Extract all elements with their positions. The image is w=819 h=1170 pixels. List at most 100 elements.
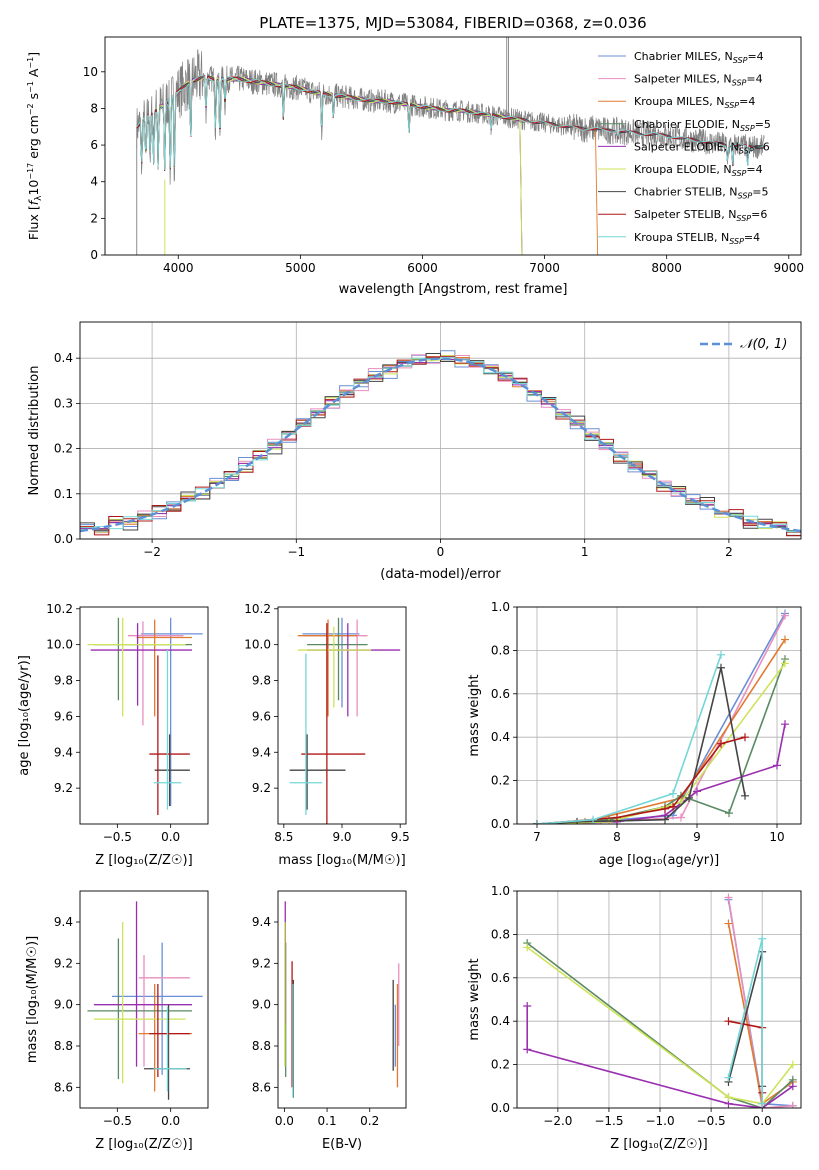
weight-marker-salpeter_elodie (693, 787, 701, 796)
mass-vs-EBV-xlabel: E(B-V) (322, 1137, 362, 1152)
x-tick-label: 0.0 (275, 1114, 294, 1128)
model-line-kroupa_elodie (136, 76, 523, 255)
legend-name: Kroupa ELODIE, N (634, 163, 732, 176)
normal-curve (80, 357, 801, 533)
weight-marker-kroupa_elodie (781, 659, 789, 668)
x-tick-label: 0.2 (360, 1114, 379, 1128)
x-tick-label: 8000 (651, 261, 682, 275)
model-line-chabrier_elodie (136, 76, 523, 255)
y-tick-label: 9.2 (54, 956, 73, 970)
legend-entry: Kroupa ELODIE, NSSP=4 (634, 163, 763, 178)
x-tick-label: −1.5 (594, 1114, 623, 1128)
y-tick-label: 0.4 (491, 1014, 510, 1028)
legend-entry: Chabrier MILES, NSSP=4 (634, 50, 764, 65)
y-tick-label: 2 (90, 211, 98, 225)
legend-sub: SSP (736, 214, 751, 223)
weight-marker-kroupa_miles (781, 635, 789, 644)
age-vs-Z-ylabel: age [log₁₀(age/yr)] (17, 655, 32, 776)
y-tick-label: 0.1 (54, 487, 73, 501)
x-tick-label: −1 (287, 545, 305, 559)
weight-marker-salpeter_stelib (669, 802, 677, 811)
residuals-xlabel: (data-model)/error (380, 567, 501, 582)
x-tick-label: −2 (143, 545, 161, 559)
weight-line-chabrier_miles (727, 899, 793, 1107)
weight-marker-salpeter_miles (788, 1101, 797, 1108)
weight-line-chabrier_stelib (727, 951, 763, 1087)
x-tick-label: −2.0 (543, 1114, 572, 1128)
ylabel-part: 10 (26, 180, 41, 196)
legend-entry: Kroupa STELIB, NSSP=4 (634, 231, 760, 246)
y-tick-label: 0.8 (491, 643, 510, 657)
normal-legend-label: 𝒩(0, 1) (740, 337, 787, 352)
massweight-vs-Z-frame (516, 890, 802, 1109)
weight-marker-salpeter_elodie (523, 1002, 532, 1011)
y-tick-label: 0 (90, 248, 98, 262)
y-tick-label: 0.0 (54, 532, 73, 546)
mass-vs-Z-plot-area (87, 901, 203, 1100)
y-tick-label: 9.8 (252, 674, 271, 688)
ylabel-part: A (26, 68, 41, 81)
legend-name: Chabrier MILES, N (634, 50, 733, 63)
residuals-ylabel: Normed distribution (27, 366, 42, 496)
x-tick-label: 6000 (407, 261, 438, 275)
x-tick-label: 4000 (163, 261, 194, 275)
weight-marker-kroupa_stelib (669, 789, 677, 798)
weight-marker-salpeter_stelib (717, 739, 725, 748)
y-tick-label: 8.6 (252, 1080, 271, 1094)
weight-marker-salpeter_stelib (613, 813, 621, 822)
weight-marker-salpeter_elodie (788, 1082, 797, 1091)
x-tick-label: 1 (581, 545, 589, 559)
weight-marker-kroupa_stelib (724, 1073, 733, 1082)
weight-marker-salpeter_stelib (741, 733, 749, 742)
ylabel-part: −2 (26, 103, 35, 115)
weight-line-kroupa_elodie (526, 946, 794, 1105)
y-tick-label: 0.8 (491, 927, 510, 941)
mass-vs-Z-ylabel: mass [log₁₀(M/M☉)] (25, 936, 40, 1063)
y-tick-label: 8.6 (54, 1080, 73, 1094)
weight-marker-salpeter_elodie (781, 720, 789, 729)
weight-marker-chabrier_stelib (717, 663, 725, 672)
spectrum-axes: 4000 5000 6000 7000 8000 9000 0 2 4 6 8 10 (83, 65, 804, 275)
legend-entry: Kroupa MILES, NSSP=4 (634, 95, 755, 110)
legend-entry: Salpeter MILES, NSSP=4 (634, 73, 763, 88)
x-tick-label: 2 (725, 545, 733, 559)
mass-vs-Z-frame (79, 890, 209, 1109)
spectrum-xlabel: wavelength [Angstrom, rest frame] (339, 282, 568, 297)
y-tick-label: 0.2 (491, 1058, 510, 1072)
x-tick-label: 9000 (774, 261, 805, 275)
legend-entry: Chabrier STELIB, NSSP=5 (634, 186, 768, 201)
y-tick-label: 9.6 (252, 709, 271, 723)
legend-nssp: =6 (754, 140, 770, 153)
x-tick-label: 7000 (529, 261, 560, 275)
age-vs-mass-axes: 8.5 9.0 9.5 9.2 9.4 9.6 9.8 10.0 10.2 (244, 602, 409, 844)
x-tick-label: 8.5 (274, 830, 293, 844)
weight-line-chabrier_elodie (526, 942, 794, 1108)
weight-marker-chabrier_stelib (685, 793, 693, 802)
legend-sub: SSP (739, 146, 754, 155)
weight-marker-chabrier_stelib (661, 815, 669, 824)
legend-sub: SSP (724, 101, 739, 110)
massweight-vs-age-ylabel: mass weight (467, 674, 482, 756)
weight-line-kroupa_stelib (536, 654, 722, 824)
weight-marker-kroupa_stelib (533, 820, 541, 824)
ylabel-part: f (26, 199, 41, 205)
weight-marker-kroupa_stelib (758, 934, 767, 943)
legend-name: Salpeter STELIB, N (634, 208, 736, 221)
mass-vs-EBV-axes: 0.0 0.1 0.2 8.6 8.8 9.0 9.2 9.4 (252, 915, 379, 1128)
y-tick-label: 1.0 (491, 600, 510, 614)
y-tick-label: 10.0 (244, 638, 271, 652)
y-tick-label: 0.3 (54, 396, 73, 410)
age-vs-Z-plot-area (87, 617, 203, 816)
weight-line-salpeter_miles (727, 897, 793, 1108)
spectrum-frame (104, 36, 802, 256)
ylabel-part: erg cm (26, 115, 41, 163)
y-tick-label: 10.2 (244, 602, 271, 616)
residuals-frame (79, 321, 802, 540)
legend-sub: SSP (729, 237, 744, 246)
x-tick-label: −0.5 (103, 1114, 132, 1128)
legend-nssp: =5 (752, 186, 768, 199)
massweight-vs-age-plot-area (533, 609, 789, 824)
legend-sub: SSP (740, 124, 755, 133)
age-vs-Z-axes: −0.5 0.0 9.2 9.4 9.6 9.8 10.0 10.2 (46, 602, 180, 844)
y-tick-label: 0.0 (491, 1101, 510, 1115)
